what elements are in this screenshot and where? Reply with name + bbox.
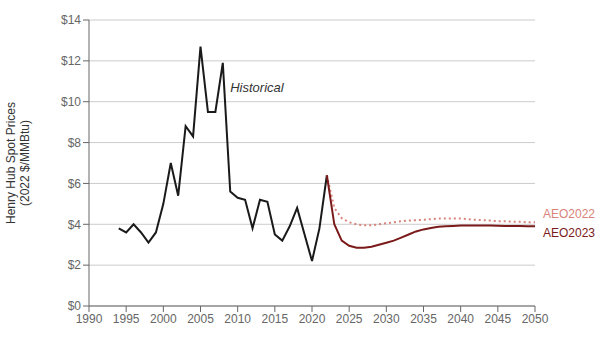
svg-text:$14: $14 bbox=[61, 13, 81, 27]
svg-text:AEO2022: AEO2022 bbox=[543, 207, 595, 221]
svg-text:$12: $12 bbox=[61, 54, 81, 68]
svg-text:Historical: Historical bbox=[230, 80, 285, 95]
svg-text:2015: 2015 bbox=[261, 312, 288, 326]
svg-text:2040: 2040 bbox=[447, 312, 474, 326]
svg-text:2000: 2000 bbox=[150, 312, 177, 326]
svg-text:AEO2023: AEO2023 bbox=[543, 226, 595, 240]
svg-text:2035: 2035 bbox=[410, 312, 437, 326]
svg-text:2045: 2045 bbox=[484, 312, 511, 326]
svg-text:$6: $6 bbox=[68, 177, 82, 191]
svg-text:1990: 1990 bbox=[76, 312, 103, 326]
svg-text:2010: 2010 bbox=[224, 312, 251, 326]
svg-text:$8: $8 bbox=[68, 136, 82, 150]
svg-text:2030: 2030 bbox=[373, 312, 400, 326]
svg-text:2020: 2020 bbox=[299, 312, 326, 326]
svg-text:1995: 1995 bbox=[113, 312, 140, 326]
svg-text:2050: 2050 bbox=[522, 312, 549, 326]
svg-text:$2: $2 bbox=[68, 258, 82, 272]
svg-text:$4: $4 bbox=[68, 218, 82, 232]
html-text:Henry Hub Spot Prices (2022 $/: Henry Hub Spot Prices (2022 $/MMBtu) bbox=[3, 102, 32, 224]
svg-text:2025: 2025 bbox=[336, 312, 363, 326]
svg-text:$10: $10 bbox=[61, 95, 81, 109]
svg-text:$0: $0 bbox=[68, 299, 82, 313]
svg-text:2005: 2005 bbox=[187, 312, 214, 326]
